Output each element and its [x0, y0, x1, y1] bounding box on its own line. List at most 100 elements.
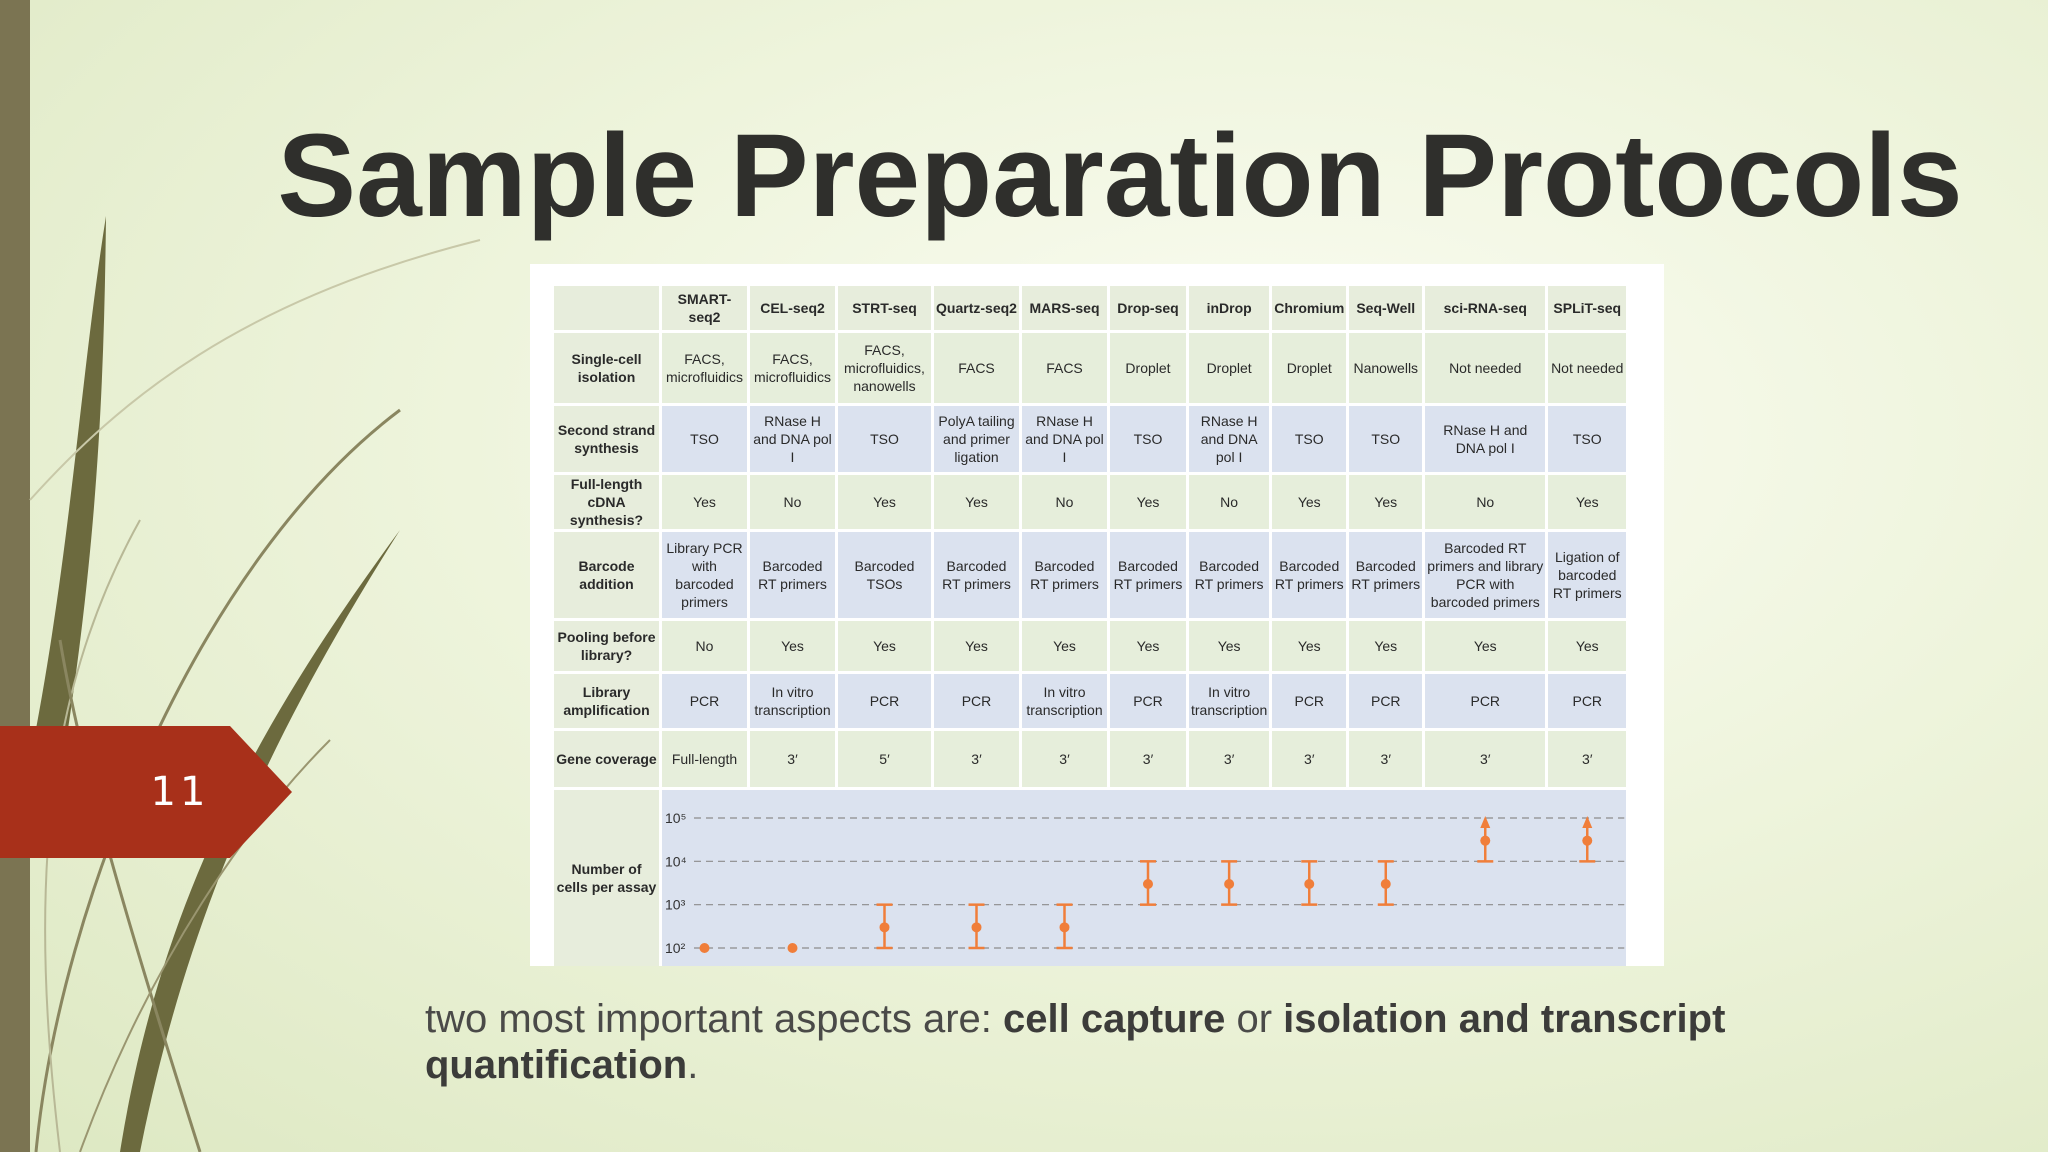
table-cell: No	[662, 621, 747, 671]
swoosh-line-5	[79, 739, 331, 1152]
table-cell: Library PCR with barcoded primers	[662, 532, 747, 618]
left-accent-bar	[0, 0, 30, 1152]
caption-bold-isolation: isolation and transcript quantification	[425, 997, 1726, 1087]
table-cell: In vitro transcription	[1189, 674, 1270, 728]
caption-text: two most important aspects are:	[425, 997, 1004, 1041]
row-header: Library amplification	[554, 674, 659, 728]
y-tick-label: 10⁴	[665, 853, 687, 869]
data-point-sci-rna-seq	[1477, 816, 1494, 863]
table-cell: RNase H and DNA pol I	[1425, 406, 1546, 472]
table-cell: FACS	[934, 333, 1019, 403]
table-cell: FACS	[1022, 333, 1107, 403]
row-header: Second strand synthesis	[554, 406, 659, 472]
table-cell: TSO	[1110, 406, 1186, 472]
table-cell: Not needed	[1548, 333, 1627, 403]
slide-caption: two most important aspects are: cell cap…	[425, 996, 1805, 1088]
table-corner	[554, 286, 659, 330]
table-body: Single-cell isolation FACS, microfluidics…	[554, 333, 1627, 966]
swoosh-leaf-2	[120, 530, 400, 1152]
table-cell: No	[750, 475, 835, 529]
table-cell: Yes	[1349, 621, 1423, 671]
column-header: inDrop	[1189, 286, 1270, 330]
table-cell: Yes	[838, 475, 931, 529]
slide-title: Sample Preparation Protocols	[277, 110, 1963, 242]
data-point-marker	[787, 943, 798, 953]
cells-per-assay-row: Number of cells per assay 10² 10³ 10⁴ 10⁵	[554, 790, 1627, 966]
y-tick-label: 10²	[665, 940, 686, 956]
caption-bold-cell-capture: cell capture	[1003, 997, 1226, 1041]
data-point-marker	[1304, 878, 1315, 889]
data-point-split-seq	[1579, 816, 1596, 863]
swoosh-leaf-1	[30, 216, 106, 780]
protocol-figure: SMART-seq2 CEL-seq2 STRT-seq Quartz-seq2…	[530, 264, 1664, 966]
slide-number-arrow	[0, 726, 292, 858]
data-point-marker	[1380, 878, 1391, 889]
table-row: Gene coverage Full-length 3′ 5′ 3′ 3′ 3′ 3′ 3′ 3′…	[554, 731, 1627, 787]
table-cell: Yes	[1272, 621, 1347, 671]
table-cell: In vitro transcription	[750, 674, 835, 728]
error-arrow	[1480, 816, 1491, 828]
data-point-seq-well	[1377, 860, 1394, 906]
table-cell: Yes	[1189, 621, 1270, 671]
data-point-marker	[1059, 922, 1070, 933]
table-row: Library amplification PCR In vitro transcr…	[554, 674, 1627, 728]
table-row: Full-length cDNA synthesis? Yes No Yes Yes No…	[554, 475, 1627, 529]
table-row: Single-cell isolation FACS, microfluidics…	[554, 333, 1627, 403]
data-point-marker	[1224, 878, 1235, 889]
table-cell: PCR	[1110, 674, 1186, 728]
column-header: Chromium	[1272, 286, 1347, 330]
table-cell: PolyA tailing and primer ligation	[934, 406, 1019, 472]
table-cell: TSO	[662, 406, 747, 472]
slide-number-tag: 11	[0, 726, 292, 858]
data-point-drop-seq	[1140, 860, 1156, 906]
table-cell: PCR	[934, 674, 1019, 728]
row-header: Number of cells per assay	[554, 790, 659, 966]
data-point-indrop	[1221, 860, 1238, 906]
table-cell: Yes	[1548, 475, 1627, 529]
table-cell: PCR	[1548, 674, 1627, 728]
data-point-strt-seq	[876, 903, 893, 950]
table-cell: Yes	[750, 621, 835, 671]
column-header: SMART-seq2	[662, 286, 747, 330]
table-cell: PCR	[1272, 674, 1347, 728]
column-header: STRT-seq	[838, 286, 931, 330]
table-cell: No	[1022, 475, 1107, 529]
table-cell: 5′	[838, 731, 931, 787]
row-header: Pooling before library?	[554, 621, 659, 671]
table-cell: Barcoded RT primers and library PCR with…	[1425, 532, 1546, 618]
table-cell: Yes	[1272, 475, 1347, 529]
table-cell: TSO	[1272, 406, 1347, 472]
cells-per-assay-chart: 10² 10³ 10⁴ 10⁵	[665, 810, 1625, 956]
row-header: Barcode addition	[554, 532, 659, 618]
table-row: Pooling before library? No Yes Yes Yes Yes Yes…	[554, 621, 1627, 671]
table-cell: Not needed	[1425, 333, 1546, 403]
table-cell: Barcoded RT primers	[1022, 532, 1107, 618]
table-cell: PCR	[1349, 674, 1423, 728]
error-arrow	[1582, 816, 1593, 828]
data-point-quartz-seq2	[968, 903, 985, 950]
table-cell: Barcoded RT primers	[1189, 532, 1270, 618]
table-cell: In vitro transcription	[1022, 674, 1107, 728]
data-point-marker	[1582, 835, 1593, 846]
table-cell: Yes	[934, 621, 1019, 671]
table-cell: 3′	[934, 731, 1019, 787]
data-point-marker	[1480, 835, 1491, 846]
table-cell: Yes	[1425, 621, 1546, 671]
y-tick-label: 10⁵	[665, 810, 686, 826]
swoosh-line-3	[58, 639, 202, 1152]
table-cell: No	[1189, 475, 1270, 529]
table-cell: Yes	[1110, 475, 1186, 529]
table-cell: Yes	[1022, 621, 1107, 671]
table-cell: RNase H and DNA pol I	[1189, 406, 1270, 472]
table-cell: Yes	[662, 475, 747, 529]
table-cell: Ligation of barcoded RT primers	[1548, 532, 1627, 618]
table-cell: TSO	[838, 406, 931, 472]
table-cell: 3′	[1548, 731, 1627, 787]
table-cell: TSO	[1548, 406, 1627, 472]
table-cell: Barcoded RT primers	[750, 532, 835, 618]
table-cell: Yes	[1349, 475, 1423, 529]
column-header: SPLiT-seq	[1548, 286, 1627, 330]
table-cell: Droplet	[1110, 333, 1186, 403]
table-cell: Nanowells	[1349, 333, 1423, 403]
table-cell: Barcoded TSOs	[838, 532, 931, 618]
